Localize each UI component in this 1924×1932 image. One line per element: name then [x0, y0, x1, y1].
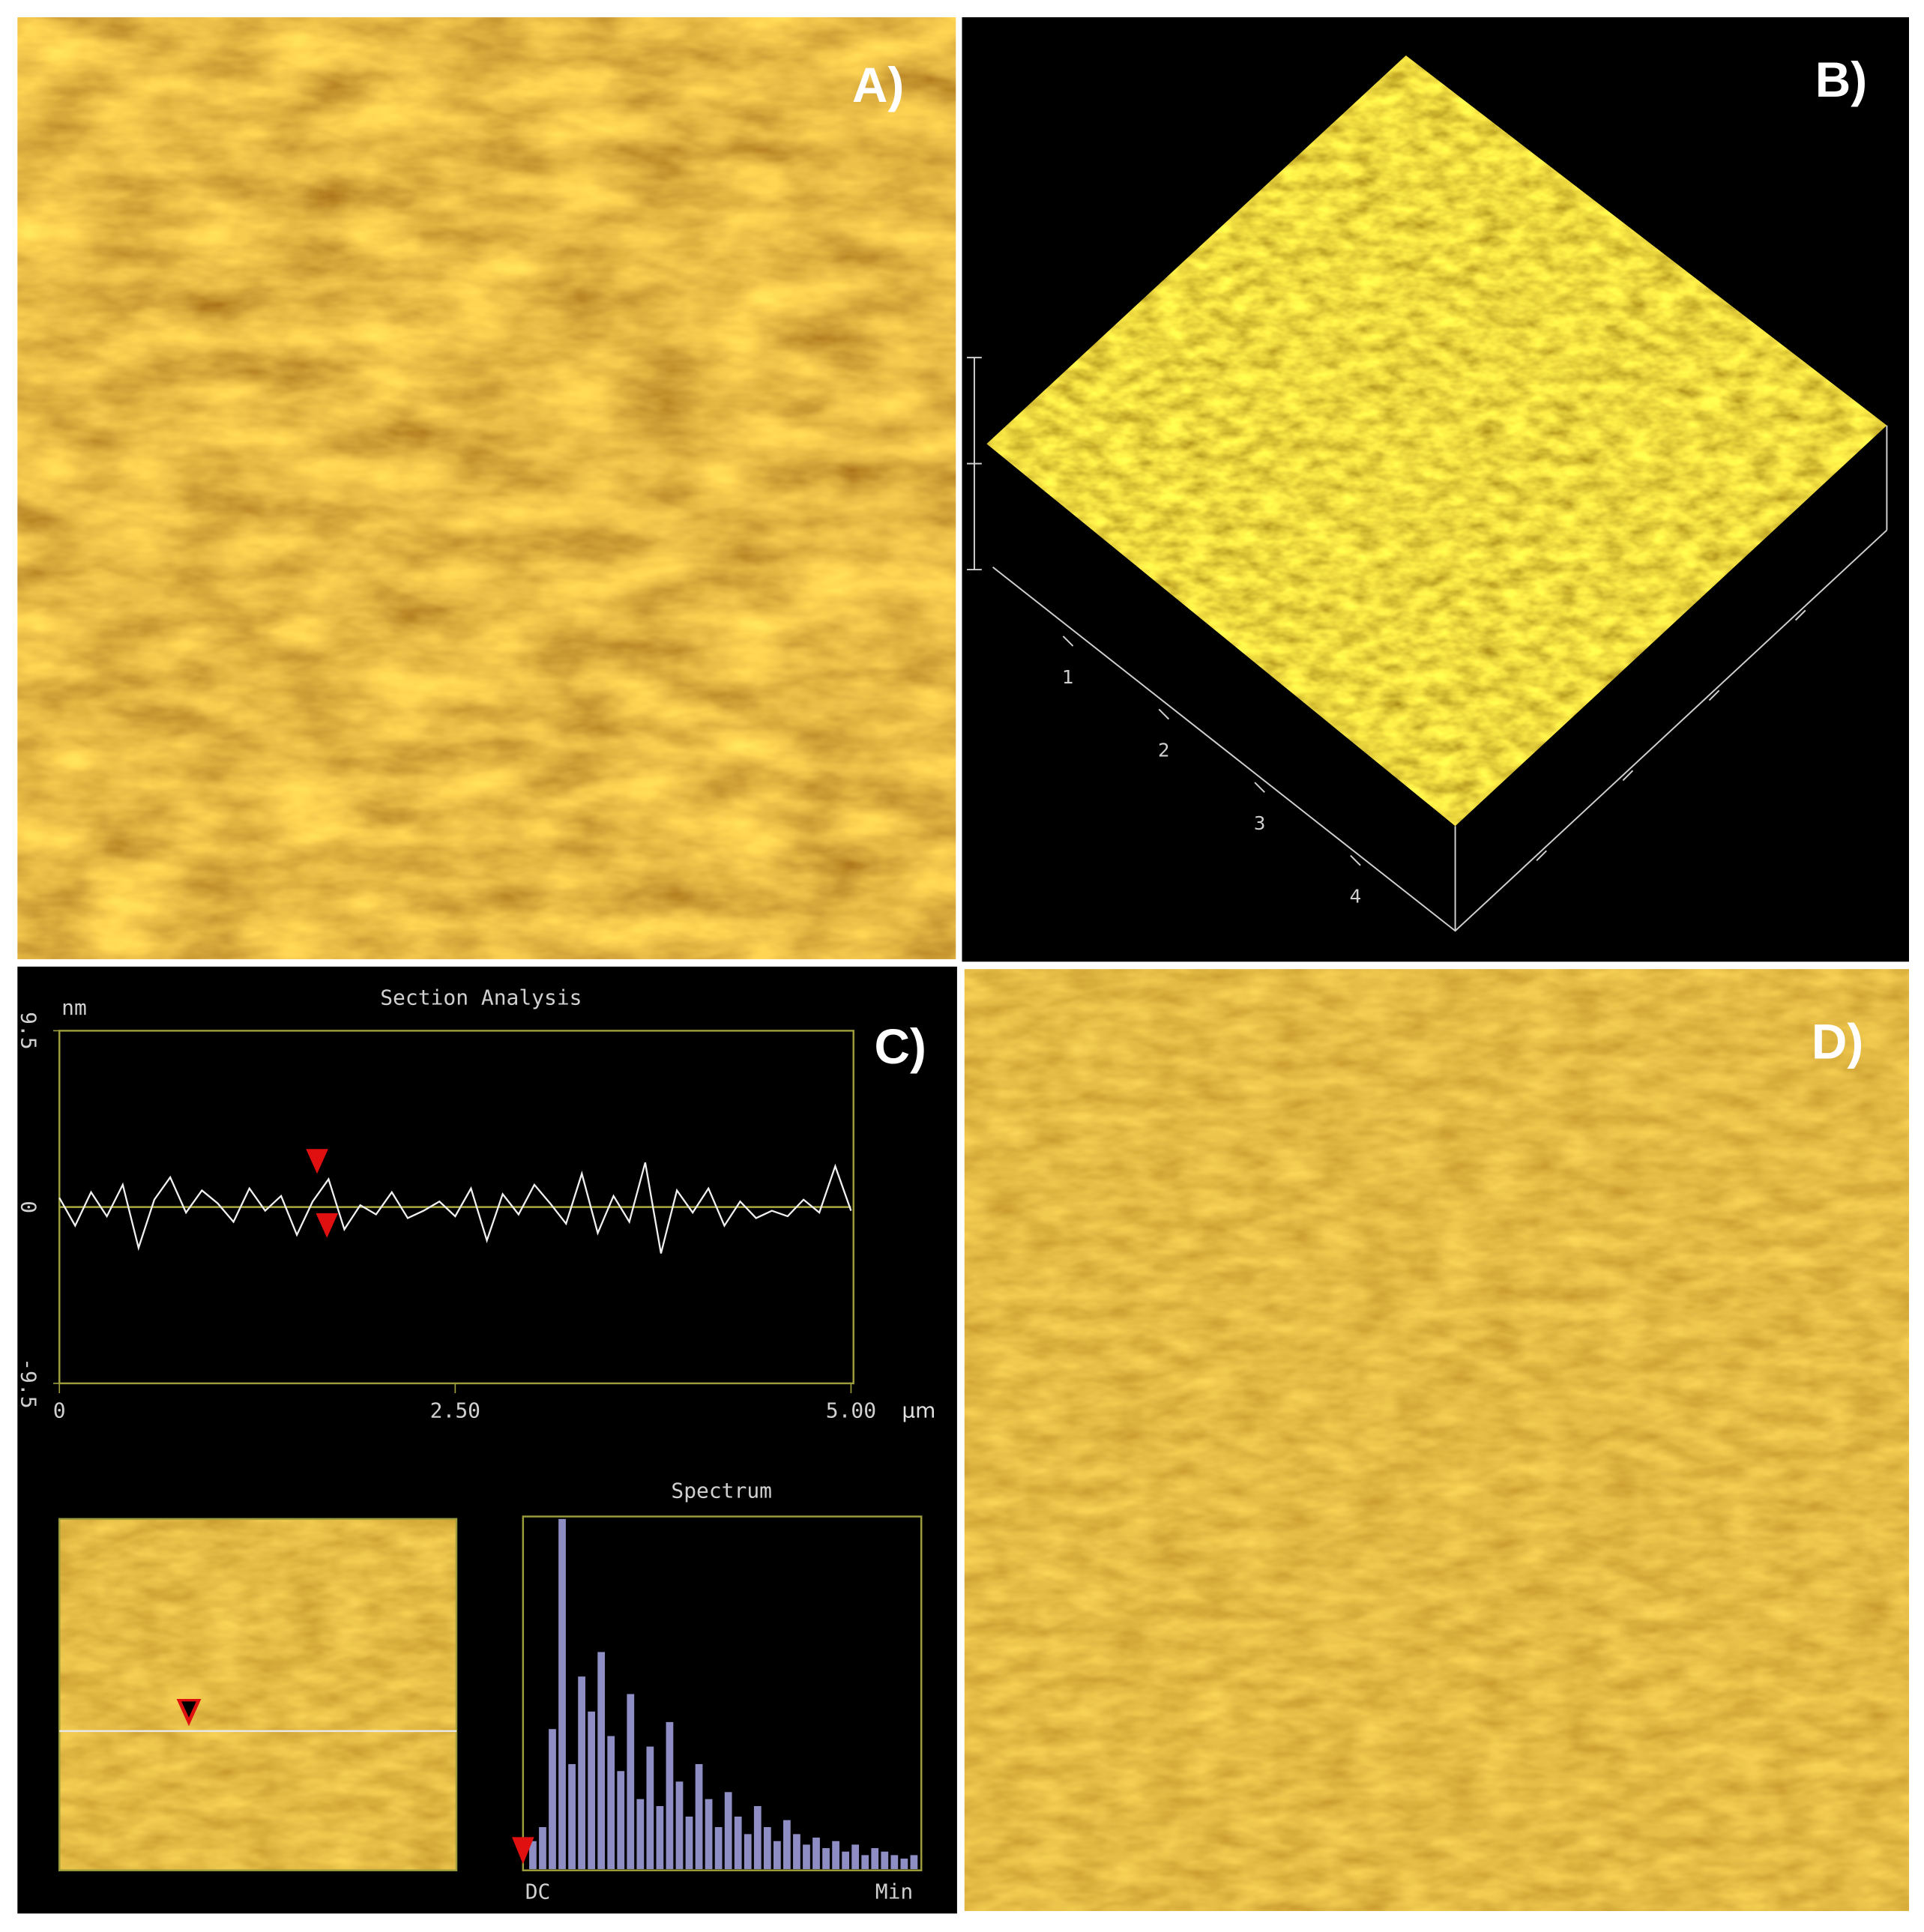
3d-axis-tick-group: 1 2 3 4: [1062, 636, 1361, 908]
spectrum-bar: [803, 1844, 810, 1870]
spectrum-bar: [636, 1799, 645, 1870]
spectrum-bar: [558, 1518, 566, 1870]
cursor-marker: [316, 1213, 339, 1238]
spectrum-bar: [646, 1746, 654, 1870]
spectrum-bar: [744, 1834, 752, 1870]
3d-axis-tick-label: 2: [1158, 739, 1170, 761]
spectrum-bar: [597, 1652, 606, 1870]
spectrum-bar: [666, 1721, 674, 1870]
spectrum-bar: [705, 1799, 713, 1870]
3d-axis-tick: [1158, 708, 1170, 720]
x-unit: µm: [902, 1398, 935, 1423]
spectrum-bar: [549, 1729, 556, 1870]
x-tick-label: 0: [53, 1398, 66, 1423]
spectrum-bar: [773, 1841, 781, 1870]
spectrum-frame: [522, 1515, 923, 1871]
3d-axis-tick: [1254, 782, 1265, 793]
3d-axis-tick: [1708, 689, 1720, 701]
spectrum-bar: [734, 1817, 742, 1870]
spectrum-bar: [861, 1855, 869, 1870]
3d-axes: [967, 357, 1888, 932]
spectrum-bar: [783, 1820, 791, 1870]
spectrum-bar: [656, 1805, 664, 1870]
panel-label: A): [852, 57, 904, 112]
spectrum-bar: [627, 1694, 635, 1870]
spectrum-bar: [871, 1848, 879, 1870]
3d-axis-tick: [1794, 609, 1806, 621]
afm-3d-surface: [986, 55, 1887, 827]
spectrum-bar: [900, 1859, 908, 1870]
spectrum-bar: [617, 1771, 625, 1870]
panel-label: B): [1815, 52, 1867, 107]
y-tick-label: -9.5: [16, 1358, 40, 1408]
x-tick-label: 5.00: [826, 1398, 876, 1423]
spectrum-bar: [822, 1848, 830, 1870]
spectrum-bar: [578, 1676, 585, 1870]
spectrum-bar: [881, 1851, 889, 1870]
spectrum-bar: [529, 1841, 537, 1870]
spectrum-bar: [539, 1827, 546, 1870]
3d-axis-tick-label: 1: [1062, 666, 1074, 688]
spectrum-bar: [763, 1827, 771, 1870]
cursor-marker: [181, 1701, 196, 1718]
y-tick-label: 9.5: [16, 1012, 40, 1050]
spectrum-bar: [851, 1844, 860, 1870]
inset-frame: [58, 1518, 458, 1871]
spectrum-bar: [842, 1851, 850, 1870]
y-unit: nm: [61, 995, 87, 1020]
panel-label: C): [875, 1018, 926, 1074]
spectrum-bars: [529, 1518, 918, 1870]
spectrum-bar: [568, 1763, 576, 1870]
spectrum-x-label: DC: [525, 1879, 551, 1904]
3d-axis-tick: [1350, 854, 1361, 866]
section-profile: [58, 1162, 852, 1254]
spectrum-x-label: Min: [875, 1879, 914, 1904]
cursor-marker: [512, 1837, 534, 1865]
spectrum-bar: [675, 1781, 684, 1870]
spectrum-bar: [588, 1711, 596, 1870]
spectrum-bar: [714, 1827, 723, 1870]
spectrum-bar: [724, 1792, 732, 1870]
3d-axis-tick: [1622, 770, 1634, 782]
spectrum-bar: [890, 1855, 899, 1870]
spectrum-bar: [832, 1841, 839, 1870]
spectrum-bar: [812, 1838, 820, 1870]
inset-afm-image: [59, 1518, 456, 1871]
section-title: Section Analysis: [380, 985, 582, 1010]
cursor-marker: [306, 1149, 328, 1174]
spectrum-bar: [695, 1763, 703, 1870]
panel-label: D): [1812, 1013, 1863, 1069]
spectrum-bar: [607, 1736, 615, 1870]
afm-height-image: [17, 17, 956, 959]
spectrum-bar: [685, 1817, 693, 1870]
3d-axis-tick-label: 3: [1254, 812, 1266, 834]
3d-axis-tick-label: 4: [1350, 886, 1362, 908]
spectrum-bar: [793, 1834, 800, 1870]
3d-axis-tick: [1536, 850, 1548, 862]
afm-amplitude-image: [964, 969, 1909, 1912]
x-tick-label: 2.50: [430, 1398, 480, 1423]
y-tick-label: 0: [16, 1201, 40, 1213]
spectrum-bar: [753, 1805, 762, 1870]
spectrum-bar: [910, 1855, 918, 1870]
3d-axis-tick: [1062, 636, 1074, 647]
section-plot: 9.5 0 -9.5 0 2.50 5.00: [16, 1012, 876, 1423]
spectrum-title: Spectrum: [671, 1479, 772, 1503]
